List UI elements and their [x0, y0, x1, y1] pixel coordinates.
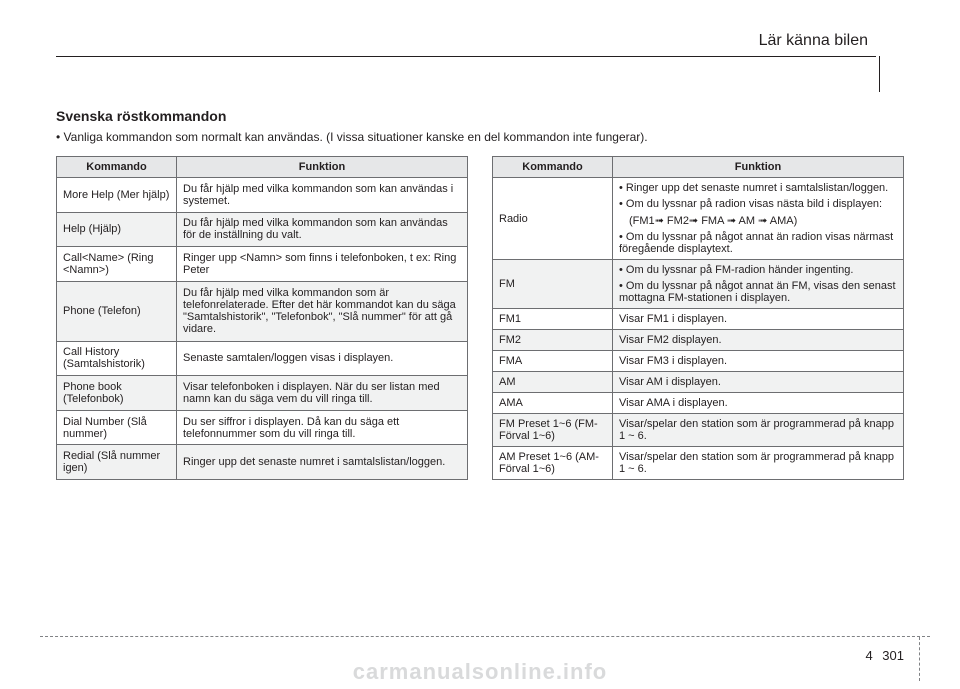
cell-func: Du får hjälp med vilka kommandon som kan…	[177, 178, 468, 213]
cell-cmd: AM Preset 1~6 (AM-Förval 1~6)	[493, 447, 613, 480]
cell-func: Du får hjälp med vilka kommandon som kan…	[177, 212, 468, 247]
cell-cmd: More Help (Mer hjälp)	[57, 178, 177, 213]
right-table: Kommando Funktion Radio Ringer upp det se…	[492, 156, 904, 480]
cell-func: Visar/spelar den station som är programm…	[613, 414, 904, 447]
table-row: Phone book (Telefonbok)Visar telefonboke…	[57, 376, 468, 411]
func-list-item: Ringer upp det senaste numret i samtalsl…	[619, 182, 897, 194]
cell-func: Visar FM2 displayen.	[613, 330, 904, 351]
func-list-item: Om du lyssnar på radion visas nästa bild…	[619, 198, 897, 210]
table-row: Help (Hjälp)Du får hjälp med vilka komma…	[57, 212, 468, 247]
cell-func: Visar/spelar den station som är programm…	[613, 447, 904, 480]
cell-cmd: Phone book (Telefonbok)	[57, 376, 177, 411]
cell-func: Du får hjälp med vilka kommandon som är …	[177, 281, 468, 341]
col-header-cmd: Kommando	[493, 157, 613, 178]
right-table-body: Radio Ringer upp det senaste numret i sam…	[493, 178, 904, 480]
cell-cmd: FM Preset 1~6 (FM-Förval 1~6)	[493, 414, 613, 447]
table-row: Call<Name> (Ring <Namn>)Ringer upp <Namn…	[57, 247, 468, 282]
cell-cmd: Help (Hjälp)	[57, 212, 177, 247]
left-table-body: More Help (Mer hjälp)Du får hjälp med vi…	[57, 178, 468, 480]
func-list-item: Om du lyssnar på något annat än radion v…	[619, 231, 897, 255]
cell-func: Om du lyssnar på FM-radion händer ingent…	[613, 260, 904, 309]
table-row: Redial (Slå nummer igen)Ringer upp det s…	[57, 445, 468, 480]
cell-cmd: FM1	[493, 309, 613, 330]
cell-cmd: FM2	[493, 330, 613, 351]
table-row: Dial Number (Slå nummer)Du ser siffror i…	[57, 410, 468, 445]
cell-func: Ringer upp det senaste numret i samtalsl…	[177, 445, 468, 480]
table-row: AMVisar AM i displayen.	[493, 372, 904, 393]
table-row: AM Preset 1~6 (AM-Förval 1~6)Visar/spela…	[493, 447, 904, 480]
table-row: FM1Visar FM1 i displayen.	[493, 309, 904, 330]
table-row: Radio Ringer upp det senaste numret i sam…	[493, 178, 904, 260]
dotted-rule-vertical	[919, 637, 920, 681]
table-row: FMAVisar FM3 i displayen.	[493, 351, 904, 372]
cell-func: Ringer upp <Namn> som finns i telefonbok…	[177, 247, 468, 282]
cell-cmd: FMA	[493, 351, 613, 372]
cell-cmd: Radio	[493, 178, 613, 260]
table-header-row: Kommando Funktion	[57, 157, 468, 178]
left-table: Kommando Funktion More Help (Mer hjälp)D…	[56, 156, 468, 480]
cell-cmd: Call<Name> (Ring <Namn>)	[57, 247, 177, 282]
cell-cmd: AMA	[493, 393, 613, 414]
col-header-func: Funktion	[177, 157, 468, 178]
cell-cmd: Dial Number (Slå nummer)	[57, 410, 177, 445]
cell-func: Ringer upp det senaste numret i samtalsl…	[613, 178, 904, 260]
table-row: AMAVisar AMA i displayen.	[493, 393, 904, 414]
cell-cmd: AM	[493, 372, 613, 393]
cell-func: Visar AM i displayen.	[613, 372, 904, 393]
watermark: carmanualsonline.info	[0, 659, 960, 685]
table-row: Call History (Samtalshistorik)Senaste sa…	[57, 341, 468, 376]
cell-func: Du ser siffror i displayen. Då kan du sä…	[177, 410, 468, 445]
table-row: FM Om du lyssnar på FM-radion händer inge…	[493, 260, 904, 309]
col-header-func: Funktion	[613, 157, 904, 178]
right-table-head: Kommando Funktion	[493, 157, 904, 178]
page-chapter: 4	[865, 648, 872, 663]
section-title: Lär känna bilen	[759, 32, 868, 50]
rule-top	[56, 56, 876, 57]
cell-cmd: Call History (Samtalshistorik)	[57, 341, 177, 376]
cell-func: Visar FM3 i displayen.	[613, 351, 904, 372]
tables-row: Kommando Funktion More Help (Mer hjälp)D…	[56, 156, 904, 480]
table-row: FM2Visar FM2 displayen.	[493, 330, 904, 351]
cell-func: Visar telefonboken i displayen. När du s…	[177, 376, 468, 411]
rule-right	[879, 56, 880, 92]
page-number: 301	[882, 648, 904, 663]
table-row: FM Preset 1~6 (FM-Förval 1~6)Visar/spela…	[493, 414, 904, 447]
table-row: Phone (Telefon)Du får hjälp med vilka ko…	[57, 281, 468, 341]
cell-func: Senaste samtalen/loggen visas i displaye…	[177, 341, 468, 376]
table-row: More Help (Mer hjälp)Du får hjälp med vi…	[57, 178, 468, 213]
cell-func: Visar FM1 i displayen.	[613, 309, 904, 330]
func-list-item: Om du lyssnar på FM-radion händer ingent…	[619, 264, 897, 276]
intro-bullet: • Vanliga kommandon som normalt kan anvä…	[56, 130, 648, 144]
cell-cmd: FM	[493, 260, 613, 309]
page-footer: 4 301	[865, 648, 904, 663]
left-table-head: Kommando Funktion	[57, 157, 468, 178]
func-list-item: (FM1➟ FM2➟ FMA ➟ AM ➟ AMA)	[629, 214, 897, 227]
col-header-cmd: Kommando	[57, 157, 177, 178]
heading: Svenska röstkommandon	[56, 108, 226, 124]
cell-cmd: Phone (Telefon)	[57, 281, 177, 341]
cell-func: Visar AMA i displayen.	[613, 393, 904, 414]
dotted-rule-horizontal	[40, 636, 930, 637]
cell-cmd: Redial (Slå nummer igen)	[57, 445, 177, 480]
document-page: Lär känna bilen Svenska röstkommandon • …	[0, 0, 960, 689]
table-header-row: Kommando Funktion	[493, 157, 904, 178]
func-list-item: Om du lyssnar på något annat än FM, visa…	[619, 280, 897, 304]
